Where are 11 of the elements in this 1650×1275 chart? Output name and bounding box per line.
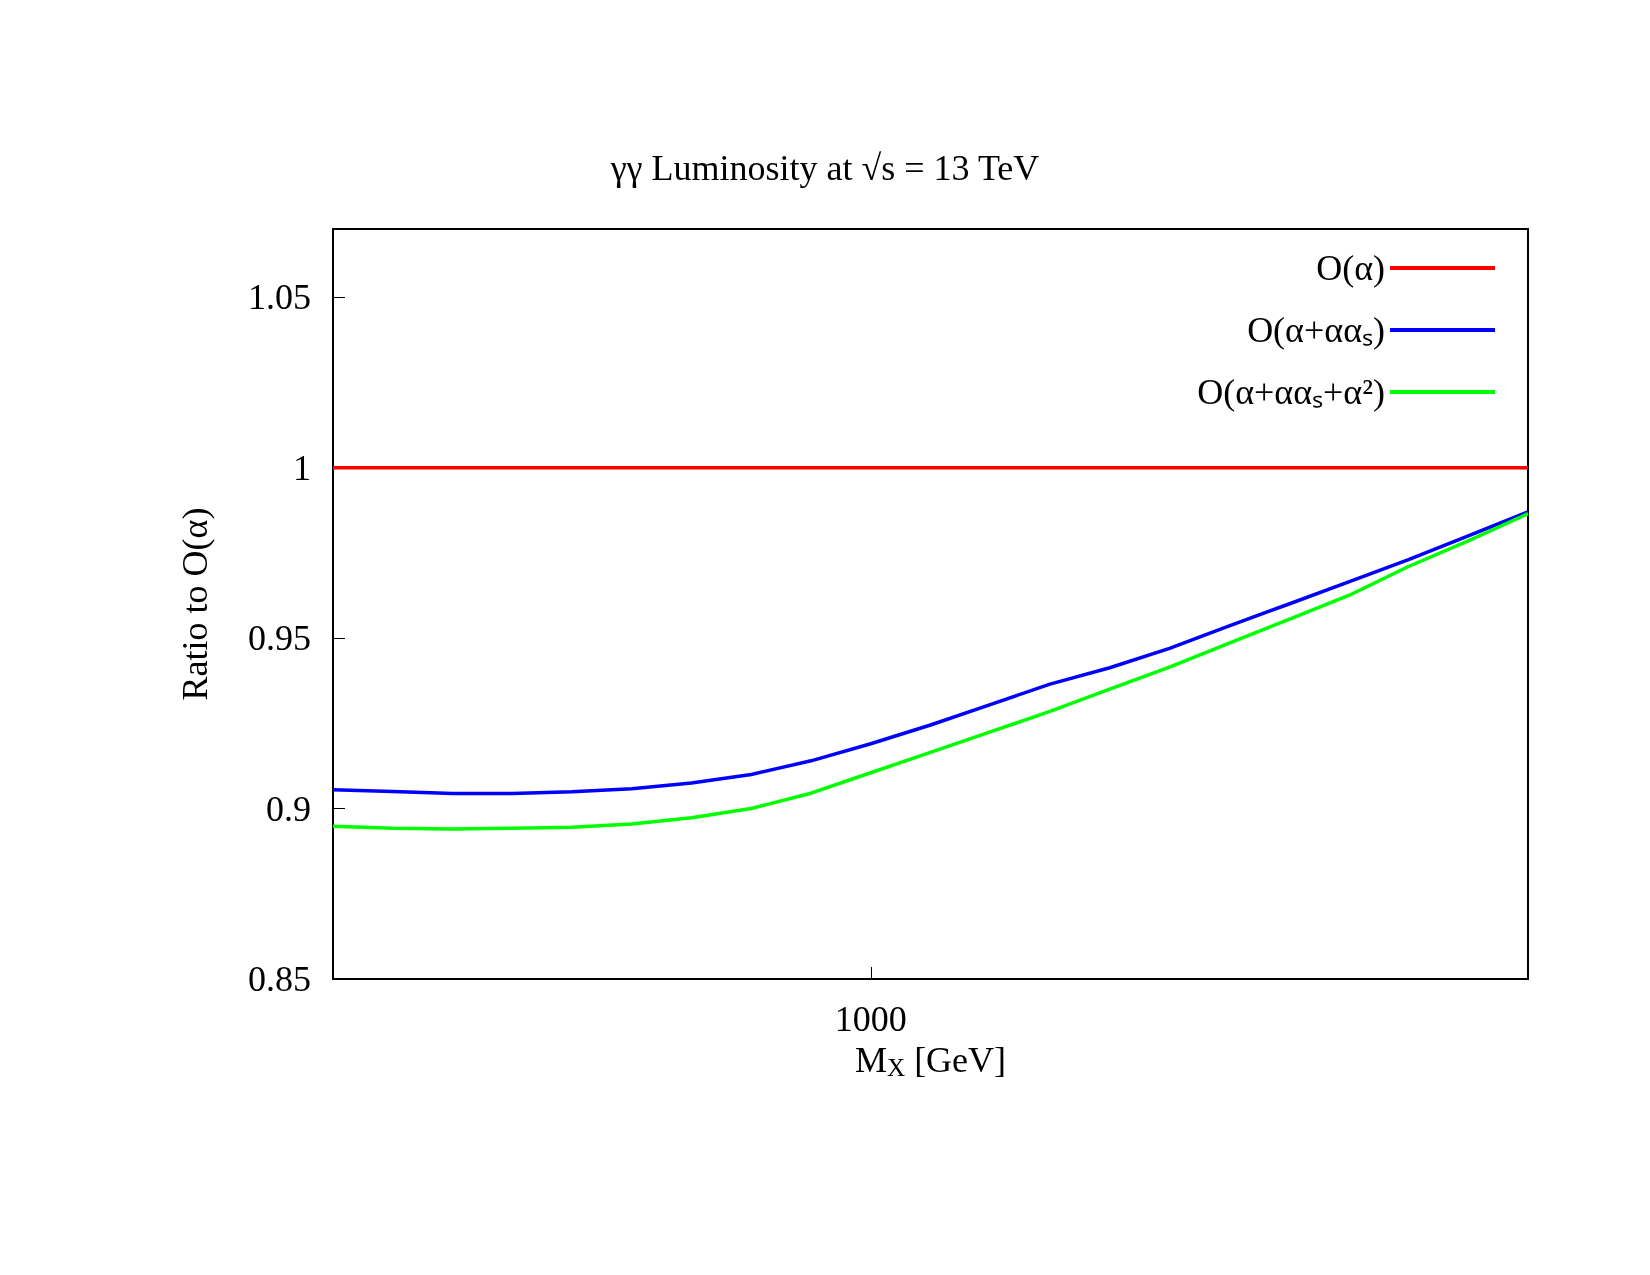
legend-label: O(α) bbox=[1316, 248, 1385, 288]
y-tick-label: 0.95 bbox=[248, 618, 311, 659]
y-tick-label: 1.05 bbox=[248, 277, 311, 318]
chart-title: γγ Luminosity at √s = 13 TeV bbox=[609, 148, 1040, 188]
y-tick-label: 0.85 bbox=[248, 959, 311, 999]
y-tick-label: 1 bbox=[293, 447, 311, 488]
legend-label: O(α+ααₛ+α²) bbox=[1197, 372, 1385, 412]
y-axis-title: Ratio to O(α) bbox=[175, 507, 215, 701]
legend-label: O(α+ααₛ) bbox=[1247, 310, 1385, 350]
y-tick-label: 0.9 bbox=[266, 788, 311, 829]
x-tick-label: 1000 bbox=[834, 999, 907, 1039]
